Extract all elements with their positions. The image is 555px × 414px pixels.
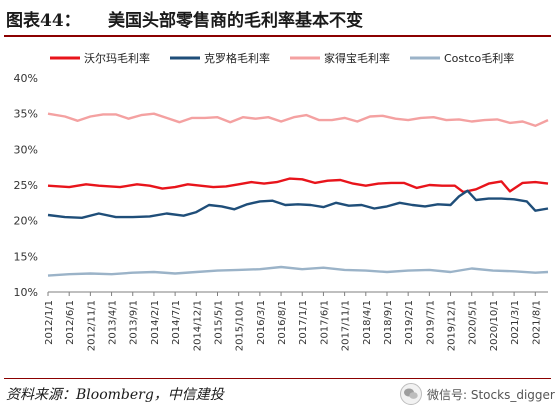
- x-tick-label: 2014/12/1: [192, 300, 203, 351]
- x-tick-label: 2017/11/1: [341, 300, 352, 351]
- x-tick-label: 2013/4/1: [108, 300, 119, 345]
- wechat-icon: [400, 383, 422, 405]
- figure-header: 图表44： 美国头部零售商的毛利率基本不变: [0, 0, 555, 36]
- x-tick-label: 2015/5/1: [213, 300, 224, 345]
- watermark-text: 微信号: Stocks_digger: [427, 387, 555, 402]
- y-tick-label: 25%: [14, 179, 38, 192]
- footer-rule: [4, 378, 551, 379]
- y-tick-label: 30%: [14, 143, 38, 156]
- y-tick-label: 15%: [14, 250, 38, 263]
- figure-label: 图表44：: [6, 11, 81, 31]
- series-line-1: [47, 189, 549, 219]
- figure-title: 美国头部零售商的毛利率基本不变: [108, 11, 363, 31]
- wechat-watermark: 微信号: Stocks_digger: [400, 383, 555, 405]
- series-line-2: [47, 112, 549, 127]
- x-tick-label: 2018/4/1: [362, 300, 373, 345]
- x-tick-label: 2019/2/1: [404, 300, 415, 345]
- series-line-3: [47, 265, 549, 277]
- x-tick-label: 2020/10/1: [489, 300, 500, 351]
- source-note: 资料来源：Bloomberg，中信建投: [6, 387, 224, 403]
- x-tick-label: 2020/5/1: [468, 300, 479, 345]
- y-tick-label: 35%: [14, 108, 38, 121]
- x-tick-label: 2012/11/1: [86, 300, 97, 351]
- x-axis: 2012/1/1 2012/6/1 2012/11/1 2013/4/1 2013/9/…: [44, 291, 548, 351]
- x-tick-label: 2019/12/1: [447, 300, 458, 351]
- series-line-0: [47, 177, 549, 194]
- x-tick-label: 2016/8/1: [277, 300, 288, 345]
- legend-label-0: 沃尔玛毛利率: [84, 51, 150, 65]
- x-tick-label: 2014/7/1: [171, 300, 182, 345]
- chart-legend: 沃尔玛毛利率 克罗格毛利率 家得宝毛利率 Costco毛利率: [50, 51, 514, 65]
- x-tick-label: 2019/7/1: [425, 300, 436, 345]
- x-tick-label: 2016/3/1: [256, 300, 267, 345]
- x-tick-label: 2017/1/1: [298, 300, 309, 345]
- x-tick-label: 2021/8/1: [531, 300, 542, 345]
- header-rule: [4, 35, 551, 37]
- x-tick-label: 2017/6/1: [319, 300, 330, 345]
- x-tick-label: 2012/1/1: [44, 300, 55, 345]
- x-tick-label: 2021/3/1: [510, 300, 521, 345]
- y-tick-label: 20%: [14, 215, 38, 228]
- x-tick-label: 2013/9/1: [129, 300, 140, 345]
- legend-label-3: Costco毛利率: [444, 51, 514, 65]
- legend-label-2: 家得宝毛利率: [324, 51, 390, 65]
- x-tick-label: 2015/10/1: [235, 300, 246, 351]
- series-layer: [47, 112, 549, 277]
- x-tick-label: 2012/6/1: [65, 300, 76, 345]
- line-chart: 沃尔玛毛利率 克罗格毛利率 家得宝毛利率 Costco毛利率 10% 15% 20% 25%…: [14, 51, 549, 351]
- x-tick-label: 2014/2/1: [150, 300, 161, 345]
- y-axis: 10% 15% 20% 25% 30% 35% 40%: [14, 72, 38, 299]
- y-tick-label: 10%: [14, 286, 38, 299]
- x-tick-label: 2018/9/1: [383, 300, 394, 345]
- legend-label-1: 克罗格毛利率: [204, 51, 270, 65]
- y-tick-label: 40%: [14, 72, 38, 85]
